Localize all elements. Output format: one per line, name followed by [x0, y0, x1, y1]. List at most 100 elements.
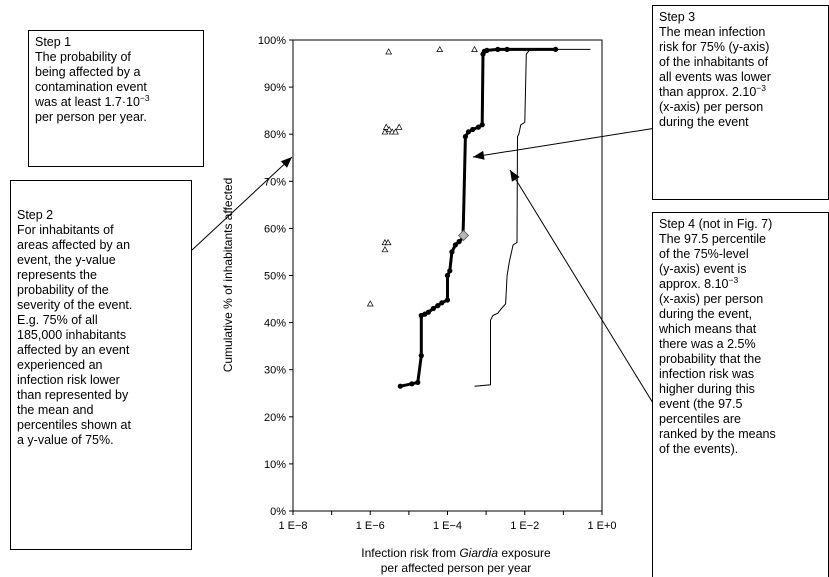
- x-tick-label: 1 E−4: [433, 520, 462, 532]
- y-axis-label: Cumulative % of inhabitants affected: [221, 178, 235, 373]
- y-tick-label: 40%: [264, 318, 286, 330]
- y-tick-label: 50%: [264, 271, 286, 283]
- event-triangle: [471, 45, 478, 53]
- event-triangle: [384, 239, 392, 246]
- step2-line: affected by an event: [17, 343, 130, 357]
- step2-line: percentiles shown at: [17, 418, 131, 432]
- step2-line: E.g. 75% of all: [17, 313, 98, 327]
- mean-point: [409, 381, 415, 387]
- y-tick-label: 90%: [264, 82, 286, 94]
- step4-line: during the event,: [659, 307, 753, 321]
- step4-line: probability that the: [659, 352, 762, 366]
- step1-line: The probability of: [35, 50, 131, 64]
- step4-line: approx. 8.10−3: [659, 274, 739, 291]
- step4-line: of the events).: [659, 442, 739, 456]
- y-tick-label: 0%: [270, 506, 286, 518]
- x-tick-label: 1 E−8: [278, 520, 307, 532]
- x-axis: 1 E−8 1 E−6 1 E−4 1 E−2 1 E+0: [278, 511, 617, 532]
- mean-point: [479, 122, 485, 128]
- step4-line: The 97.5 percentile: [659, 232, 767, 246]
- x-tick-label: 1 E+0: [587, 520, 616, 532]
- x-axis-label-pre: Infection risk from: [361, 546, 459, 560]
- mean-point: [553, 46, 559, 53]
- step2-line: areas affected by an: [17, 238, 131, 252]
- step2-box: Step 2 For inhabitants of areas affected…: [10, 180, 192, 550]
- mean-point: [452, 242, 458, 248]
- y-tick-label: 60%: [264, 223, 286, 235]
- event-triangle: [436, 45, 444, 53]
- step1-line: contamination event: [35, 80, 147, 94]
- step1-line: being affected by a: [35, 65, 141, 79]
- step4-line: percentiles are: [659, 412, 741, 426]
- step1-box: Step 1 The probability of being affected…: [28, 30, 204, 167]
- x-tick-label: 1 E−2: [510, 520, 539, 532]
- step3-line: during the event: [659, 115, 749, 129]
- event-triangle: [392, 128, 399, 135]
- step4-line: of the 75%-level: [659, 247, 749, 261]
- mean-point: [470, 126, 476, 133]
- step4-line: (x-axis) per person: [659, 292, 764, 306]
- step3-line: of the inhabitants of: [659, 55, 769, 69]
- step2-line: severity of the event.: [17, 298, 133, 312]
- y-tick-label: 10%: [264, 459, 286, 471]
- mean-point: [475, 124, 481, 130]
- step2-line: experienced an: [17, 358, 103, 372]
- mean-point: [456, 239, 462, 245]
- step2-line: the mean and: [17, 403, 94, 417]
- step1-line: per person per year.: [35, 110, 147, 124]
- step2-line: represents the: [17, 268, 97, 282]
- y-tick-label: 100%: [258, 35, 286, 47]
- step2-title: Step 2: [17, 208, 54, 222]
- step2-line: than represented by: [17, 388, 129, 402]
- y-tick-label: 20%: [264, 412, 286, 424]
- mean-point: [495, 46, 501, 53]
- step3-line: risk for 75% (y-axis): [659, 40, 770, 54]
- x-axis-label-post: exposure: [498, 546, 551, 560]
- annotation-arrows: [191, 127, 657, 409]
- step2-arrow-head: [280, 157, 292, 168]
- mean-point: [447, 268, 453, 274]
- percentile-97.5-line: [474, 48, 591, 387]
- step3-arrow: [472, 127, 657, 158]
- mean-point: [449, 249, 455, 255]
- step2-line: event, the y-value: [17, 253, 116, 267]
- step4-line: there was a 2.5%: [659, 337, 756, 351]
- series-layer: [366, 45, 591, 389]
- y-tick-label: 70%: [264, 176, 286, 188]
- highlight-diamond: [457, 229, 470, 242]
- event-triangle: [381, 246, 389, 253]
- mean-point: [430, 305, 436, 312]
- x-axis-label: Infection risk from Giardia exposure: [361, 546, 551, 560]
- step2-line: 185,000 inhabitants: [17, 328, 127, 342]
- event-triangle: [395, 123, 403, 130]
- step4-title: Step 4 (not in Fig. 7): [659, 217, 773, 231]
- step4-line: infection risk was: [659, 367, 755, 381]
- event-triangle: [385, 48, 393, 55]
- mean-point: [504, 46, 510, 53]
- x-tick-label: 1 E−6: [356, 520, 385, 532]
- mean-point: [444, 297, 451, 303]
- step3-arrow-head: [473, 150, 485, 160]
- mean-point: [439, 300, 445, 306]
- event-triangle: [382, 123, 390, 130]
- event-triangle: [385, 125, 393, 133]
- step3-box: Step 3 The mean infection risk for 75% (…: [652, 5, 829, 200]
- step1-title: Step 1: [35, 35, 72, 49]
- y-axis: 0% 10% 20% 30% 40% 50% 60% 70% 80% 90% 100%: [258, 35, 293, 518]
- step3-line: than approx. 2.10−3: [659, 82, 766, 99]
- mean-point: [462, 134, 468, 140]
- step2-line: a y-value of 75%.: [17, 433, 114, 447]
- step3-title: Step 3: [659, 10, 696, 24]
- mean-point: [484, 47, 490, 54]
- step4-line: (y-axis) event is: [659, 262, 747, 276]
- mean-point: [435, 303, 441, 309]
- step4-line: ranked by the means: [659, 427, 776, 441]
- y-tick-label: 80%: [264, 129, 286, 141]
- mean-point: [418, 353, 424, 359]
- step2-line: probability of the: [17, 283, 109, 297]
- mean-point: [415, 379, 421, 385]
- mean-point: [397, 383, 403, 389]
- step2-arrow: [191, 156, 293, 251]
- step4-box: Step 4 (not in Fig. 7) The 97.5 percenti…: [652, 212, 829, 577]
- mean-point: [425, 309, 431, 315]
